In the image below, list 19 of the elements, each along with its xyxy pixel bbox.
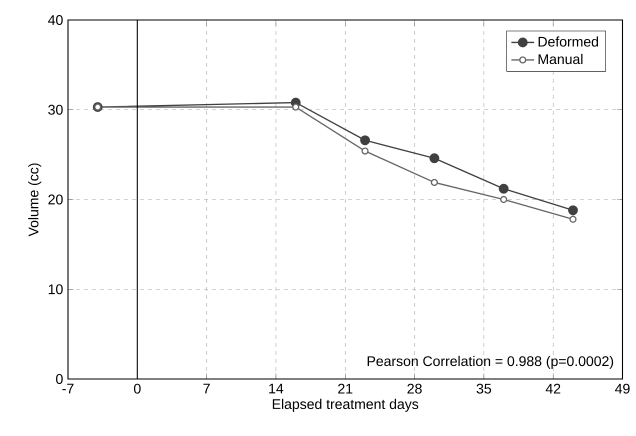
x-tick-label: 7	[203, 384, 210, 394]
x-axis-title: Elapsed treatment days	[272, 398, 418, 412]
legend-label: Deformed	[538, 36, 598, 47]
x-tick-label: 0	[134, 384, 141, 394]
x-tick-label: 42	[546, 384, 560, 394]
y-tick-label: 40	[48, 15, 63, 25]
annotation: Pearson Correlation = 0.988 (p=0.0002)	[368, 356, 614, 369]
x-tick-label: -7	[62, 384, 74, 394]
x-tick-label: 28	[407, 384, 422, 394]
x-tick-label: 49	[615, 384, 630, 394]
x-tick-label: 35	[476, 384, 492, 394]
y-tick-label: 30	[48, 104, 63, 115]
x-tick-label: 14	[269, 384, 284, 394]
legend-label: Manual	[538, 54, 582, 64]
x-tick-label: 21	[338, 384, 352, 394]
y-tick-label: 0	[56, 374, 63, 384]
y-tick-label: 20	[48, 194, 63, 204]
y-tick-label: 10	[48, 284, 63, 294]
y-axis-title: Volume (cc)	[28, 163, 42, 236]
